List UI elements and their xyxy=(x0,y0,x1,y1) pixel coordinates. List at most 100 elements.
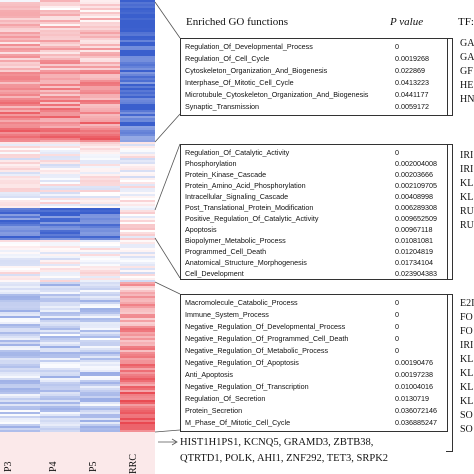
heatmap-cell xyxy=(40,88,80,90)
heatmap-cell xyxy=(80,322,120,324)
heatmap-cell xyxy=(120,64,155,66)
heatmap-cell xyxy=(40,212,80,214)
heatmap-cell xyxy=(40,122,80,124)
heatmap-cell xyxy=(40,20,80,22)
heatmap-cell xyxy=(0,64,40,66)
heatmap-cell xyxy=(80,102,120,104)
heatmap-cell xyxy=(40,172,80,174)
heatmap-cell xyxy=(80,344,120,346)
go-pvalue: 0 xyxy=(395,310,399,319)
heatmap-cell xyxy=(0,158,40,160)
heatmap-cell xyxy=(0,136,40,138)
go-pvalue: 0.0441177 xyxy=(395,90,429,99)
heatmap-cell xyxy=(80,6,120,8)
go-pvalue: 0.01734104 xyxy=(395,258,433,267)
heatmap-cell xyxy=(120,426,155,428)
go-function: Regulation_Of_Cell_Cycle xyxy=(185,54,270,63)
heatmap-cell xyxy=(120,416,155,418)
heatmap-cell xyxy=(40,204,80,206)
heatmap-cell xyxy=(80,136,120,138)
heatmap-cell xyxy=(40,354,80,356)
heatmap-cell xyxy=(0,44,40,46)
heatmap-cell xyxy=(0,412,40,414)
go-function: Microtubule_Cytoskeleton_Organization_An… xyxy=(185,90,369,99)
go-function: Macromolecule_Catabolic_Process xyxy=(185,298,298,307)
heatmap-cell xyxy=(80,178,120,180)
heatmap-cell xyxy=(0,148,40,150)
heatmap-cell xyxy=(40,238,80,240)
heatmap-cell xyxy=(120,0,155,2)
heatmap-cell xyxy=(120,48,155,50)
heatmap-cell xyxy=(0,124,40,126)
heatmap-cell xyxy=(120,238,155,240)
heatmap-cell xyxy=(40,100,80,102)
heatmap-cell xyxy=(40,216,80,218)
heatmap-cell xyxy=(40,26,80,28)
heatmap-cell xyxy=(0,228,40,230)
heatmap-cell xyxy=(120,208,155,210)
heatmap-cell xyxy=(120,4,155,6)
heatmap-cell xyxy=(120,256,155,258)
heatmap-cell xyxy=(80,362,120,364)
heatmap-cell xyxy=(80,262,120,264)
go-function: Negative_Regulation_Of_Metabolic_Process xyxy=(185,346,329,355)
heatmap-cell xyxy=(80,308,120,310)
heatmap-cell xyxy=(80,224,120,226)
heatmap-cell xyxy=(80,2,120,4)
heatmap-cell xyxy=(40,338,80,340)
heatmap-cell xyxy=(120,14,155,16)
heatmap-cell xyxy=(120,6,155,8)
heatmap-cell xyxy=(0,284,40,286)
heatmap-cell xyxy=(40,286,80,288)
heatmap-cell xyxy=(120,408,155,410)
heatmap-cell xyxy=(40,84,80,86)
heatmap-cell xyxy=(40,428,80,430)
heatmap-cell xyxy=(120,402,155,404)
heatmap-cell xyxy=(0,428,40,430)
heatmap-cell xyxy=(0,24,40,26)
heatmap-cell xyxy=(0,380,40,382)
heatmap-cell xyxy=(80,110,120,112)
heatmap-cell xyxy=(0,138,40,140)
heatmap-cell xyxy=(80,120,120,122)
heatmap-cell xyxy=(40,388,80,390)
heatmap-cell xyxy=(120,418,155,420)
heatmap-cell xyxy=(80,310,120,312)
heatmap-cell xyxy=(0,286,40,288)
tf-label: HN xyxy=(460,94,474,105)
heatmap-cell xyxy=(80,10,120,12)
heatmap-cell xyxy=(80,286,120,288)
heatmap-cell xyxy=(0,216,40,218)
go-pvalue: 0.00203666 xyxy=(395,170,433,179)
heatmap-cell xyxy=(80,212,120,214)
tf-label: IRI xyxy=(460,164,474,175)
heatmap-cell xyxy=(40,124,80,126)
heatmap-cell xyxy=(120,240,155,242)
heatmap-cell xyxy=(40,312,80,314)
heatmap-cell xyxy=(120,122,155,124)
heatmap-cell xyxy=(40,400,80,402)
heatmap-cell xyxy=(40,376,80,378)
heatmap-cell xyxy=(80,200,120,202)
heatmap-cell xyxy=(120,366,155,368)
heatmap-cell xyxy=(80,232,120,234)
heatmap-cell xyxy=(120,96,155,98)
heatmap-cell xyxy=(80,402,120,404)
heatmap-cell xyxy=(40,234,80,236)
heatmap-cell xyxy=(120,210,155,212)
heatmap-cell xyxy=(40,294,80,296)
heatmap-cell xyxy=(40,384,80,386)
heatmap-cell xyxy=(0,204,40,206)
heatmap-cell xyxy=(120,150,155,152)
go-pvalue: 0.036885247 xyxy=(395,418,437,427)
heatmap-cell xyxy=(0,388,40,390)
heatmap-cell xyxy=(80,422,120,424)
heatmap-cell xyxy=(0,408,40,410)
heatmap-footer-band xyxy=(0,432,155,474)
heatmap-cell xyxy=(120,128,155,130)
heatmap-cell xyxy=(120,66,155,68)
heatmap-cell xyxy=(120,28,155,30)
connector-cluster-3-bottom xyxy=(154,429,181,433)
heatmap-cell xyxy=(80,130,120,132)
